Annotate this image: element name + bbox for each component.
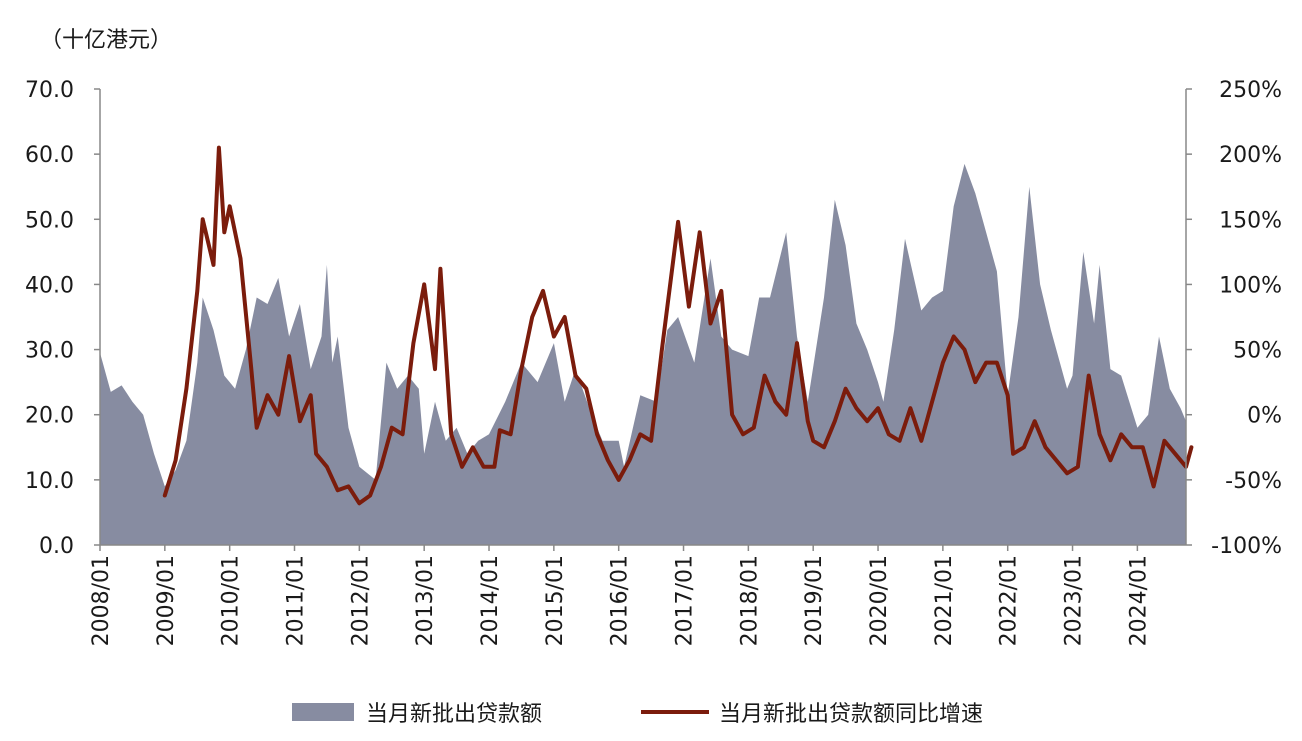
series-area-new-loans [100, 163, 1186, 545]
right-tick-label: 50% [1233, 339, 1282, 364]
left-tick-label: 30.0 [25, 339, 74, 364]
x-tick-label: 2014/01 [478, 555, 503, 646]
left-tick-label: 20.0 [25, 404, 74, 429]
left-tick-label: 50.0 [25, 208, 74, 233]
right-tick-label: -100% [1211, 534, 1282, 559]
x-tick-label: 2015/01 [543, 555, 568, 646]
x-tick-label: 2013/01 [413, 555, 438, 646]
x-tick-label: 2022/01 [997, 555, 1022, 646]
left-tick-label: 60.0 [25, 143, 74, 168]
legend-swatch-area [292, 703, 354, 721]
x-tick-label: 2019/01 [802, 555, 827, 646]
legend-label-area: 当月新批出贷款额 [366, 702, 543, 727]
right-tick-label: 150% [1219, 208, 1282, 233]
x-tick-label: 2012/01 [348, 555, 373, 646]
series-line-yoy-growth [162, 145, 1194, 506]
legend-item-area: 当月新批出贷款额 [292, 696, 542, 728]
x-tick-label: 2017/01 [673, 555, 698, 646]
left-tick-label: 40.0 [25, 273, 74, 298]
left-tick-label: 0.0 [39, 534, 74, 559]
right-tick-label: 0% [1247, 404, 1282, 429]
x-tick-label: 2008/01 [89, 555, 114, 646]
right-tick-label: 250% [1219, 78, 1282, 103]
x-tick-label: 2021/01 [932, 555, 957, 646]
left-tick-label: 10.0 [25, 469, 74, 494]
x-tick-label: 2020/01 [867, 555, 892, 646]
x-tick-label: 2016/01 [608, 555, 633, 646]
right-tick-label: -50% [1225, 469, 1282, 494]
legend: 当月新批出贷款额 当月新批出贷款额同比增速 [0, 696, 1302, 736]
x-tick-label: 2018/01 [737, 555, 762, 646]
legend-label-line: 当月新批出贷款额同比增速 [719, 702, 984, 727]
legend-item-line: 当月新批出贷款额同比增速 [641, 696, 983, 728]
left-tick-label: 70.0 [25, 78, 74, 103]
x-tick-label: 2009/01 [154, 555, 179, 646]
x-tick-label: 2024/01 [1126, 555, 1151, 646]
right-tick-label: 200% [1219, 143, 1282, 168]
x-tick-label: 2023/01 [1062, 555, 1087, 646]
x-tick-label: 2011/01 [284, 555, 309, 646]
right-tick-label: 100% [1219, 273, 1282, 298]
x-tick-label: 2010/01 [219, 555, 244, 646]
legend-swatch-line [641, 710, 709, 714]
left-axis-unit-label: （十亿港元） [40, 28, 173, 53]
